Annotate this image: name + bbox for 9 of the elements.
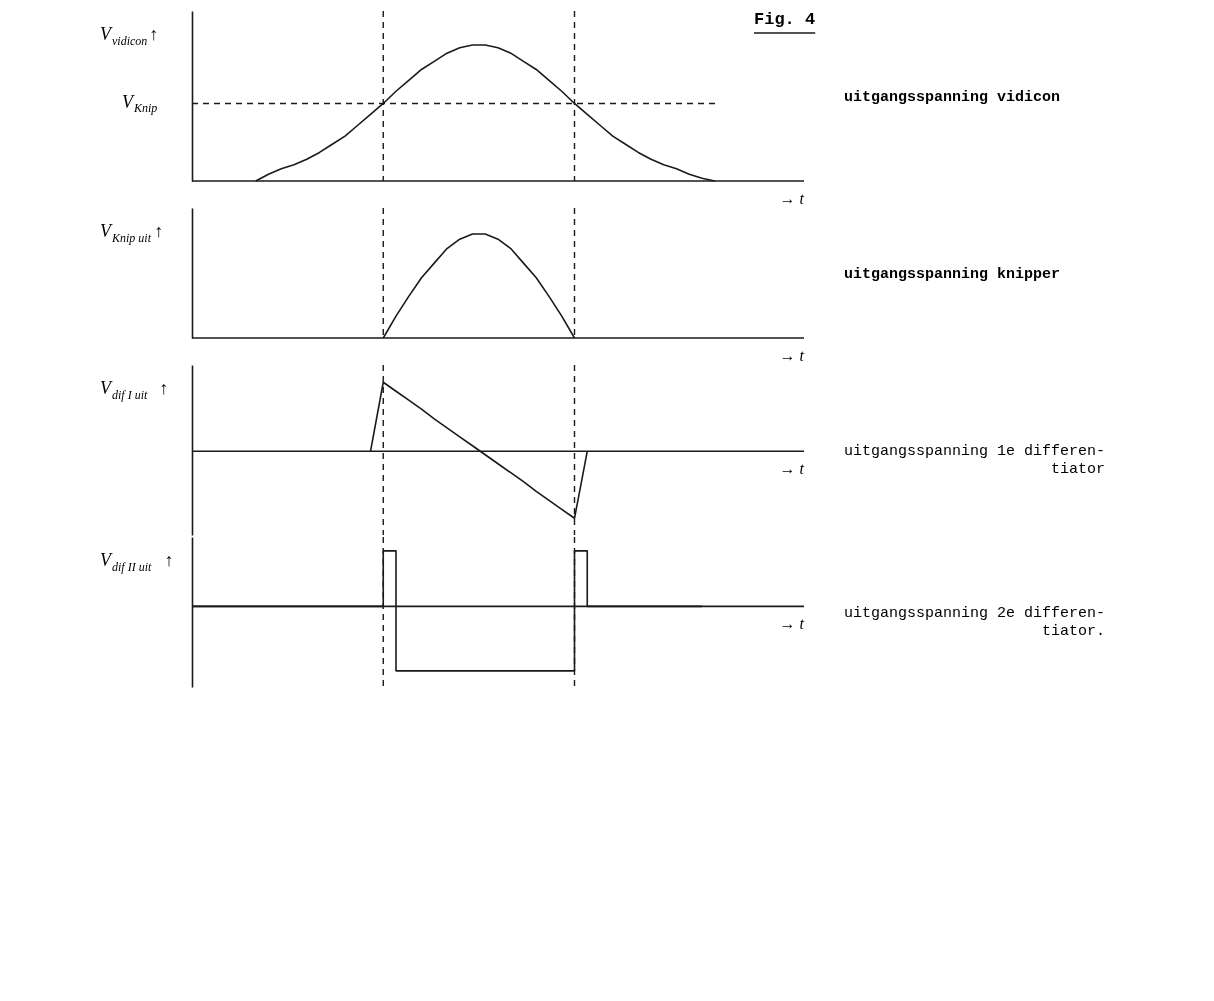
text: uitgangsspanning 1e differen- tiator bbox=[844, 443, 1106, 478]
x-axis-title: → t bbox=[779, 347, 805, 364]
text: uitgangsspanning vidicon bbox=[844, 89, 1061, 106]
x-axis-title: → t bbox=[779, 190, 805, 207]
chart-title: Fig. 4 bbox=[754, 10, 816, 29]
x-axis-title: → t bbox=[779, 615, 805, 633]
text: uitgangsspanning 2e differen- tiator. bbox=[844, 605, 1106, 640]
x-axis-title: → t bbox=[779, 460, 805, 478]
text: uitgangsspanning knipper bbox=[844, 266, 1061, 283]
